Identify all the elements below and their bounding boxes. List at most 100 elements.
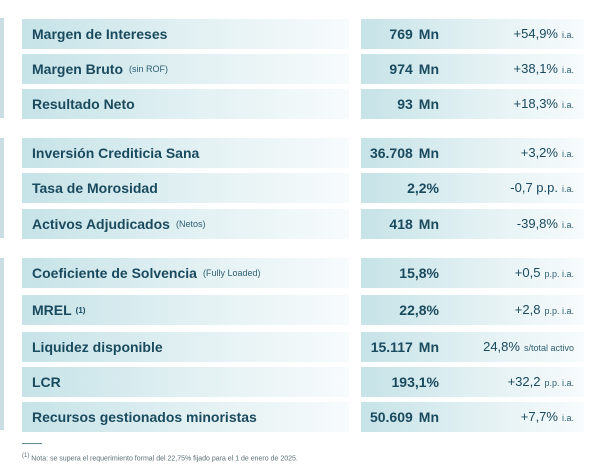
row-value: 15.117 Mn bbox=[370, 339, 439, 355]
row-change: +38,1% i.a. bbox=[514, 54, 574, 84]
row-value: 974 Mn bbox=[389, 61, 439, 77]
row-label: Resultado Neto bbox=[32, 96, 135, 112]
row-value-cell: 2,2% -0,7 p.p. i.a. bbox=[361, 173, 584, 203]
row-label-qualifier: (Netos) bbox=[175, 219, 206, 229]
row-value-cell: 418 Mn -39,8% i.a. bbox=[361, 209, 584, 239]
row-label-cell: MREL (1) bbox=[22, 295, 349, 325]
row-label-cell: Margen Bruto (sin ROF) bbox=[22, 54, 349, 84]
row-value: 769 Mn bbox=[389, 26, 439, 42]
row-change-suffix: p.p. i.a. bbox=[544, 269, 574, 279]
row-change-value: +3,2% bbox=[520, 145, 558, 160]
row-change-value: +2,8 bbox=[514, 302, 541, 317]
row-label-cell: Tasa de Morosidad bbox=[22, 173, 349, 203]
row-value-cell: 769 Mn +54,9% i.a. bbox=[361, 19, 584, 49]
row-label-cell: LCR bbox=[22, 367, 349, 397]
row-value: 193,1% bbox=[391, 374, 439, 390]
row-label: Liquidez disponible bbox=[32, 339, 163, 355]
row-value: 93 Mn bbox=[397, 96, 439, 112]
row-value-unit: Mn bbox=[418, 61, 439, 77]
row-change-suffix: p.p. i.a. bbox=[544, 306, 574, 316]
row-value-cell: 15.117 Mn 24,8% s/total activo bbox=[361, 332, 584, 362]
row-label: MREL bbox=[32, 302, 72, 318]
row-change: +32,2 p.p. i.a. bbox=[508, 367, 574, 397]
table-row: Activos Adjudicados (Netos) 418 Mn -39,8%… bbox=[22, 209, 584, 239]
footnote-marker: (1) bbox=[22, 453, 30, 459]
row-change-value: +0,5 bbox=[514, 265, 541, 280]
row-label: LCR bbox=[32, 374, 61, 390]
table-row: Resultado Neto 93 Mn +18,3% i.a. bbox=[22, 89, 584, 119]
row-change-value: +7,7% bbox=[520, 409, 558, 424]
row-change-value: -0,7 p.p. bbox=[510, 180, 558, 195]
table-row: LCR 193,1% +32,2 p.p. i.a. bbox=[22, 367, 584, 397]
row-value-cell: 974 Mn +38,1% i.a. bbox=[361, 54, 584, 84]
row-value: 36.708 Mn bbox=[369, 145, 439, 161]
row-label: Recursos gestionados minoristas bbox=[32, 409, 257, 425]
row-change-suffix: i.a. bbox=[561, 100, 574, 110]
row-change-suffix: i.a. bbox=[561, 220, 574, 230]
row-change-value: 24,8% bbox=[483, 339, 520, 354]
table-row: Margen de Intereses 769 Mn +54,9% i.a. bbox=[22, 19, 584, 49]
row-label-cell: Inversión Crediticia Sana bbox=[22, 138, 349, 168]
row-label: Inversión Crediticia Sana bbox=[32, 145, 200, 161]
group-bar-solvency bbox=[0, 258, 4, 430]
row-change: +54,9% i.a. bbox=[514, 19, 574, 49]
row-value-cell: 15,8% +0,5 p.p. i.a. bbox=[361, 258, 584, 288]
table-row: Coeficiente de Solvencia (Fully Loaded) … bbox=[22, 258, 584, 288]
row-value-unit: Mn bbox=[418, 145, 439, 161]
row-value: 418 Mn bbox=[389, 216, 439, 232]
row-value-unit: Mn bbox=[418, 339, 439, 355]
row-value-unit: Mn bbox=[418, 409, 439, 425]
row-label-qualifier: (sin ROF) bbox=[129, 64, 168, 74]
row-label-cell: Activos Adjudicados (Netos) bbox=[22, 209, 349, 239]
footnote: (1) Nota: se supera el requerimiento for… bbox=[22, 453, 298, 462]
table-row: Recursos gestionados minoristas 50.609 Mn… bbox=[22, 402, 584, 432]
table-row: Tasa de Morosidad 2,2% -0,7 p.p. i.a. bbox=[22, 173, 584, 203]
row-value-cell: 36.708 Mn +3,2% i.a. bbox=[361, 138, 584, 168]
row-change: +0,5 p.p. i.a. bbox=[515, 258, 574, 288]
row-value: 2,2% bbox=[407, 180, 439, 196]
row-label-cell: Recursos gestionados minoristas bbox=[22, 402, 349, 432]
row-value: 15,8% bbox=[399, 265, 439, 281]
row-change-suffix: i.a. bbox=[561, 30, 574, 40]
row-value-cell: 50.609 Mn +7,7% i.a. bbox=[361, 402, 584, 432]
row-label-cell: Coeficiente de Solvencia (Fully Loaded) bbox=[22, 258, 349, 288]
row-change-suffix: p.p. i.a. bbox=[544, 378, 574, 388]
table-row: Margen Bruto (sin ROF) 974 Mn +38,1% i.a. bbox=[22, 54, 584, 84]
row-label-cell: Margen de Intereses bbox=[22, 19, 349, 49]
row-label: Activos Adjudicados bbox=[32, 216, 170, 232]
row-change-suffix: i.a. bbox=[561, 65, 574, 75]
row-change: +2,8 p.p. i.a. bbox=[515, 295, 574, 325]
row-change: 24,8% s/total activo bbox=[483, 332, 574, 362]
row-change-suffix: i.a. bbox=[561, 184, 574, 194]
row-value: 22,8% bbox=[399, 302, 439, 318]
row-change-value: +38,1% bbox=[513, 61, 558, 76]
row-value: 50.609 Mn bbox=[369, 409, 439, 425]
row-change-value: +54,9% bbox=[513, 26, 558, 41]
row-change-suffix: i.a. bbox=[561, 413, 574, 423]
row-label-cell: Resultado Neto bbox=[22, 89, 349, 119]
footnote-divider bbox=[22, 443, 42, 444]
row-label-cell: Liquidez disponible bbox=[22, 332, 349, 362]
row-change: -0,7 p.p. i.a. bbox=[510, 173, 574, 203]
row-label: Coeficiente de Solvencia bbox=[32, 265, 197, 281]
row-value-unit: Mn bbox=[418, 96, 439, 112]
row-change: +7,7% i.a. bbox=[521, 402, 574, 432]
row-label: Margen de Intereses bbox=[32, 26, 168, 42]
row-change-value: +18,3% bbox=[513, 96, 558, 111]
row-change-value: -39,8% bbox=[516, 216, 558, 231]
row-label: Margen Bruto bbox=[32, 61, 123, 77]
group-bar-balance bbox=[0, 138, 4, 238]
row-value-cell: 22,8% +2,8 p.p. i.a. bbox=[361, 295, 584, 325]
row-change: +3,2% i.a. bbox=[521, 138, 574, 168]
row-change-value: +32,2 bbox=[507, 374, 541, 389]
table-row: Liquidez disponible 15.117 Mn 24,8% s/tota… bbox=[22, 332, 584, 362]
row-change: +18,3% i.a. bbox=[514, 89, 574, 119]
table-row: Inversión Crediticia Sana 36.708 Mn +3,2%… bbox=[22, 138, 584, 168]
group-bar-results bbox=[0, 18, 4, 118]
row-label: Tasa de Morosidad bbox=[32, 180, 158, 196]
row-label-superscript: (1) bbox=[75, 305, 86, 315]
row-change-suffix: i.a. bbox=[561, 149, 574, 159]
row-change: -39,8% i.a. bbox=[517, 209, 574, 239]
row-value-cell: 193,1% +32,2 p.p. i.a. bbox=[361, 367, 584, 397]
row-label-qualifier: (Fully Loaded) bbox=[202, 268, 261, 278]
